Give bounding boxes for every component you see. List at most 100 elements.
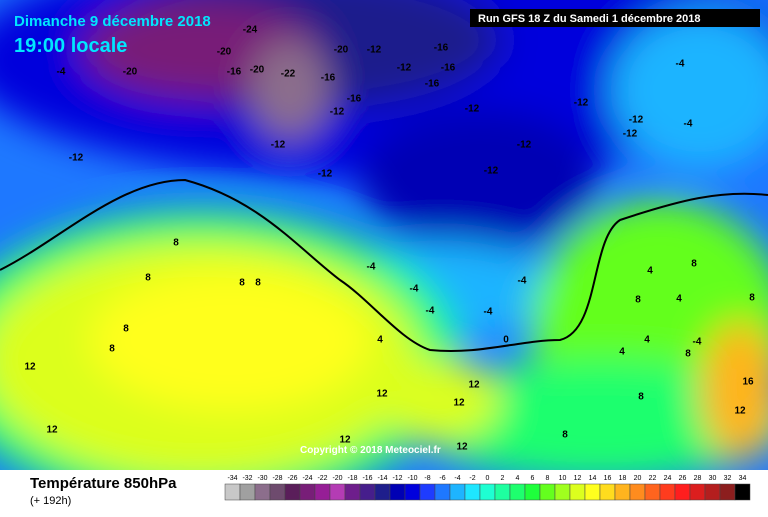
contour-label: -4	[410, 284, 419, 295]
colorbar-cell	[539, 483, 556, 501]
contour-label: -12	[397, 63, 412, 74]
colorbar-label: -34	[227, 475, 237, 482]
colorbar-cell	[404, 483, 421, 501]
contour-label: -4	[426, 306, 435, 317]
contour-label: 8	[691, 259, 697, 270]
colorbar-label: -24	[302, 475, 312, 482]
date: Dimanche 9 décembre 2018	[14, 13, 211, 30]
colorbar-label: 4	[516, 475, 520, 482]
contour-label: -20	[250, 65, 265, 76]
colorbar-label: 34	[739, 475, 747, 482]
colorbar-label: -6	[439, 475, 445, 482]
contour-label: -12	[623, 129, 638, 140]
colorbar-label: 0	[486, 475, 490, 482]
contour-label: 8	[255, 278, 261, 289]
contour-label: 8	[685, 349, 691, 360]
contour-label: -16	[347, 94, 362, 105]
colorbar-cell	[494, 483, 511, 501]
colorbar-cell	[479, 483, 496, 501]
contour-label: 4	[644, 335, 650, 346]
colorbar-label: -18	[347, 475, 357, 482]
contour-label: -16	[321, 73, 336, 84]
colorbar-label: 22	[649, 475, 657, 482]
colorbar-label: -4	[454, 475, 460, 482]
colorbar-label: -32	[242, 475, 252, 482]
colorbar-label: 18	[619, 475, 627, 482]
colorbar-label: -28	[272, 475, 282, 482]
colorbar-label: 14	[589, 475, 597, 482]
colorbar-cell	[659, 483, 676, 501]
colorbar: -34 -32 -30 -28 -26 -24 -22 -20 -18 -16 -14 -12 -10-…	[224, 475, 751, 501]
contour-label: 12	[468, 380, 480, 391]
contour-label: 4	[377, 335, 383, 346]
colorbar-label: -12	[392, 475, 402, 482]
contour-label: 8	[173, 238, 179, 249]
colorbar-cell	[299, 483, 316, 501]
contour-label: 8	[635, 295, 641, 306]
colorbar-cell	[614, 483, 631, 501]
colorbar-label: 10	[559, 475, 567, 482]
colorbar-label: -10	[407, 475, 417, 482]
contour-label: -16	[441, 63, 456, 74]
contour-label: -20	[217, 47, 232, 58]
colorbar-label: 16	[604, 475, 612, 482]
colorbar-cell	[269, 483, 286, 501]
contour-label: -16	[425, 79, 440, 90]
colorbar-cell	[704, 483, 721, 501]
colorbar-cell	[629, 483, 646, 501]
contour-label: -12	[69, 153, 84, 164]
colorbar-cell	[464, 483, 481, 501]
colorbar-cell	[434, 483, 451, 501]
colorbar-cell	[734, 483, 751, 501]
colorbar-cell	[344, 483, 361, 501]
colorbar-label: 32	[724, 475, 732, 482]
colorbar-cell	[359, 483, 376, 501]
colorbar-cell	[584, 483, 601, 501]
colorbar-label: 20	[634, 475, 642, 482]
colorbar-cell	[239, 483, 256, 501]
time: 19:00 locale	[14, 35, 127, 57]
contour-label: -12	[517, 140, 532, 151]
colorbar-label: -30	[257, 475, 267, 482]
contour-label: -12	[367, 45, 382, 56]
contour-label: -24	[243, 25, 258, 36]
colorbar-label: -26	[287, 475, 297, 482]
contour-label: 16	[742, 377, 754, 388]
contour-label: 8	[239, 278, 245, 289]
run-info: Run GFS 18 Z du Samedi 1 décembre 2018	[478, 13, 701, 25]
contour-labels: -20-24-20-16 -20 -22 -16-20 -12 -16-16-12-16-…	[24, 25, 755, 453]
contour-label: -4	[367, 262, 376, 273]
contour-label: -4	[518, 276, 527, 287]
field-title: Température 850hPa	[30, 475, 177, 492]
colorbar-cell	[224, 483, 241, 501]
colorbar-cell	[419, 483, 436, 501]
contour-label: -12	[465, 104, 480, 115]
colorbar-label: 26	[679, 475, 687, 482]
colorbar-label: -8	[424, 475, 430, 482]
contour-label: 4	[619, 347, 625, 358]
colorbar-cell	[254, 483, 271, 501]
copyright: Copyright © 2018 Meteociel.fr	[300, 445, 441, 456]
contour-label: -22	[281, 69, 296, 80]
contour-label: -16	[434, 43, 449, 54]
colorbar-label: 30	[709, 475, 717, 482]
colorbar-label: 6	[531, 475, 535, 482]
colorbar-label: 28	[694, 475, 702, 482]
colorbar-cell	[389, 483, 406, 501]
colorbar-label: -14	[377, 475, 387, 482]
contour-label: -12	[330, 107, 345, 118]
colorbar-cell	[719, 483, 736, 501]
run-box	[470, 9, 760, 27]
contour-label: 12	[376, 389, 388, 400]
contour-label: -4	[693, 337, 702, 348]
contour-label: 12	[46, 425, 58, 436]
colorbar-cell	[689, 483, 706, 501]
contour-label: -12	[574, 98, 589, 109]
colorbar-label: 12	[574, 475, 582, 482]
colorbar-cell	[554, 483, 571, 501]
contour-label: -4	[57, 67, 66, 78]
colorbar-cell	[329, 483, 346, 501]
contour-label: -12	[318, 169, 333, 180]
contour-label: -4	[484, 307, 493, 318]
